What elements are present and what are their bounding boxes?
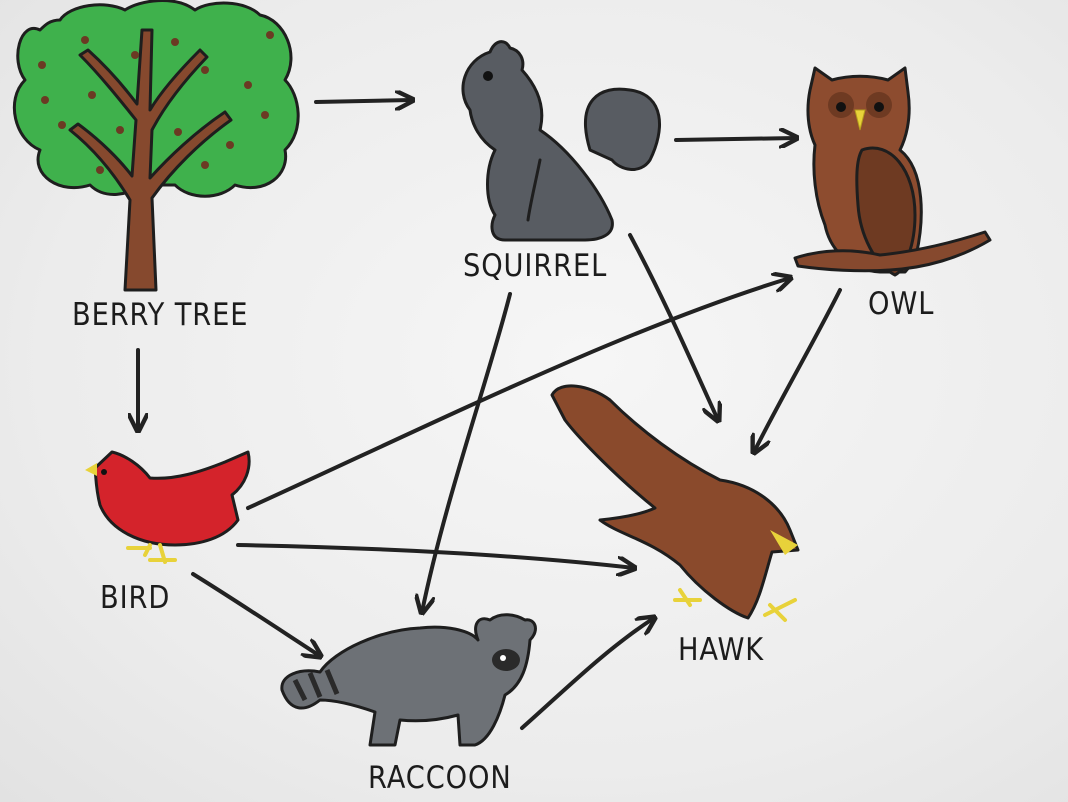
berry-dot [131,51,139,59]
label-bird: BIRD [100,580,171,616]
label-berry-tree: BERRY TREE [72,297,249,333]
arrow-berry-tree-to-squirrel [314,100,412,102]
arrow-squirrel-to-owl [674,138,796,140]
berry-dot [261,111,269,119]
berry-dot [41,96,49,104]
berry-tree-picture [12,0,300,292]
hawk-picture [550,384,800,622]
berry-dot [244,81,252,89]
berry-dot [81,36,89,44]
berry-dot [116,126,124,134]
label-squirrel: SQUIRREL [463,248,608,284]
berry-dot [266,31,274,39]
bird-picture [85,450,251,564]
arrow-raccoon-to-hawk [520,618,654,730]
berry-dot [38,61,46,69]
label-owl: OWL [868,286,935,322]
food-web-arrows [138,100,842,730]
owl-picture [793,66,992,277]
berry-dot [171,38,179,46]
berry-dot [201,66,209,74]
berry-dot [58,121,66,129]
arrow-bird-to-raccoon [191,572,320,656]
arrow-squirrel-to-hawk [628,233,718,420]
arrow-bird-to-hawk [236,543,634,568]
arrow-squirrel-to-raccoon [422,292,512,612]
label-hawk: HAWK [678,632,765,668]
berry-dot [96,166,104,174]
berry-dot [201,161,209,169]
berry-dot [226,141,234,149]
berry-dot [174,128,182,136]
arrow-bird-to-owl [246,278,790,510]
arrow-owl-to-hawk [754,288,842,452]
raccoon-picture [280,613,537,747]
berry-dot [88,91,96,99]
squirrel-picture [461,40,661,242]
label-raccoon: RACCOON [368,760,512,796]
